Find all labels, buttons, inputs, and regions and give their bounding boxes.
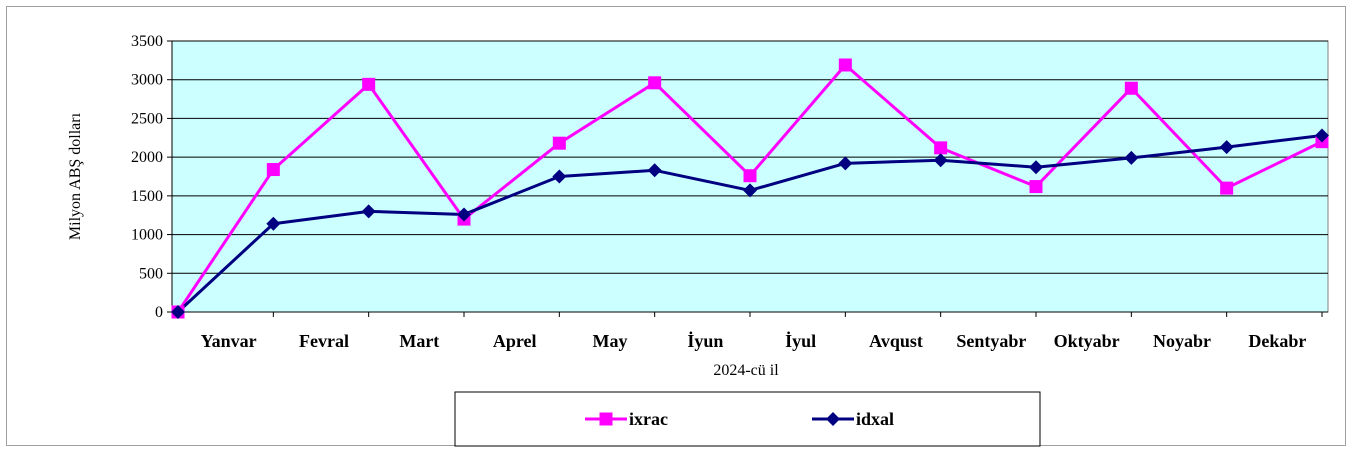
y-axis-label: Milyon ABŞ dolları [67,112,84,240]
y-tick-label: 2000 [131,149,163,166]
x-tick-label: Oktyabr [1054,331,1120,351]
data-point-ixrac [838,58,852,72]
legend-swatch-marker [826,412,840,426]
data-point-idxal [647,163,662,178]
x-tick-label: Aprel [493,331,537,351]
x-tick-label: Noyabr [1153,331,1211,351]
y-tick-label: 0 [155,304,163,321]
x-tick-label: Fevral [299,331,349,351]
x-tick-label: İyul [785,331,816,351]
data-point-idxal [1315,128,1329,143]
data-point-idxal [1219,140,1234,155]
x-tick-label: Yanvar [201,331,257,351]
x-axis-label: 2024-cü il [713,362,779,379]
x-tick-label: May [593,331,628,351]
x-tick-label: İyun [687,331,723,351]
data-point-ixrac [1124,81,1138,95]
x-tick-label: Sentyabr [956,331,1026,351]
x-tick-label: Avqust [869,331,923,351]
y-tick-label: 1500 [131,188,163,205]
data-point-ixrac [1029,180,1043,194]
data-point-ixrac [362,77,376,91]
data-point-idxal [743,183,757,198]
legend-swatch-marker [599,412,613,426]
data-point-idxal [1124,150,1139,165]
x-tick-label: Mart [399,331,439,351]
legend-box [454,391,1041,447]
legend-label: ixrac [629,409,668,429]
data-point-idxal [1029,160,1043,175]
data-point-ixrac [743,169,757,183]
y-tick-label: 2500 [131,110,163,127]
data-point-ixrac [266,163,280,177]
data-point-idxal [933,153,948,168]
y-tick-label: 3000 [131,72,163,89]
data-point-ixrac [648,76,662,90]
data-point-ixrac [1220,181,1234,195]
data-point-idxal [171,305,185,319]
y-tick-label: 3500 [131,33,163,50]
legend-items: ixrac idxal [585,409,894,429]
legend: ixrac idxal [454,391,1041,447]
x-axis-ticks: Yanvar Fevral Mart Aprel May İyun İyul Avqust Se… [177,312,1323,351]
y-tick-label: 1000 [131,227,163,244]
data-point-idxal [838,156,853,171]
data-point-idxal [266,216,281,231]
legend-label: idxal [856,409,894,429]
series-markers [171,58,1329,319]
data-point-ixrac [552,136,566,150]
x-tick-label: Dekabr [1248,331,1306,351]
data-point-ixrac [934,141,948,155]
data-point-idxal [552,169,567,184]
y-tick-label: 500 [139,265,163,282]
data-point-idxal [361,204,376,219]
data-point-idxal [457,207,471,222]
